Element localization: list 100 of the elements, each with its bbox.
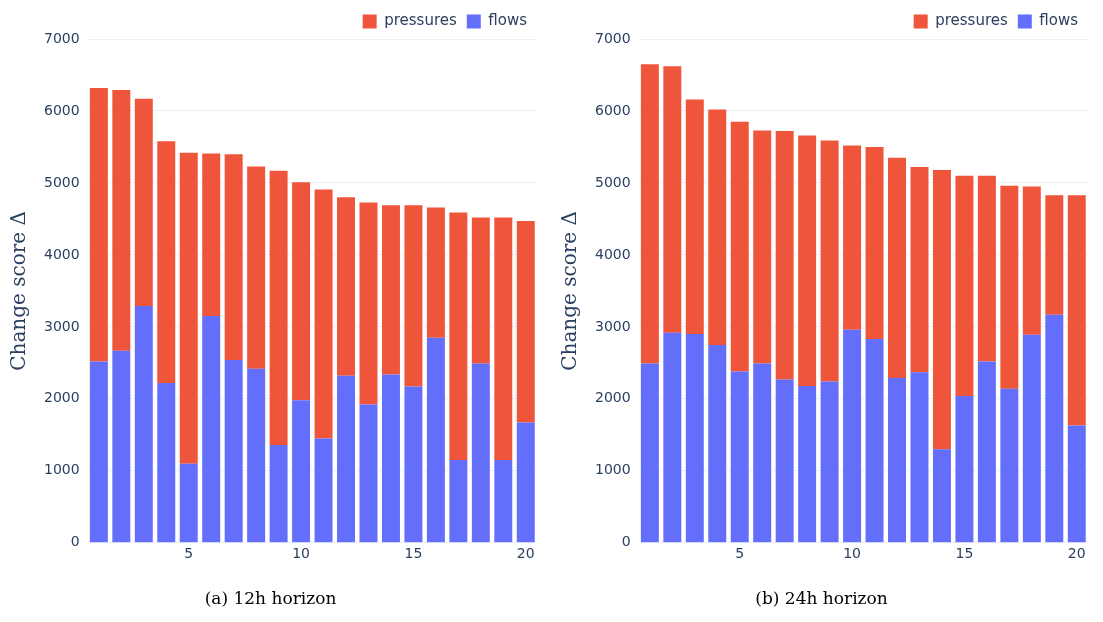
bar bbox=[269, 444, 288, 543]
y-tick-label: 4000 bbox=[43, 245, 80, 262]
bar bbox=[663, 66, 682, 333]
bar bbox=[337, 197, 356, 376]
y-tick-label: 5000 bbox=[43, 173, 80, 190]
y-tick-label: 6000 bbox=[594, 101, 631, 118]
bar bbox=[112, 350, 131, 543]
bar bbox=[269, 170, 288, 445]
bar bbox=[224, 359, 243, 543]
y-tick-label: 7000 bbox=[594, 29, 631, 46]
bar bbox=[404, 386, 423, 543]
bar bbox=[1045, 195, 1064, 315]
x-tick-label: 15 bbox=[955, 544, 974, 561]
bar bbox=[516, 221, 535, 423]
bar bbox=[134, 98, 153, 307]
bar bbox=[977, 175, 996, 362]
bar bbox=[426, 337, 445, 543]
bar bbox=[1067, 425, 1086, 543]
bar bbox=[1022, 186, 1041, 335]
bar bbox=[494, 460, 513, 543]
y-tick-label: 3000 bbox=[594, 317, 631, 334]
y-tick-label: 0 bbox=[70, 533, 80, 550]
bar bbox=[494, 217, 513, 461]
y-tick-label: 0 bbox=[621, 533, 631, 550]
bar bbox=[888, 377, 907, 543]
bar bbox=[89, 87, 108, 362]
y-axis-title: Change score Δ bbox=[557, 211, 582, 371]
bar bbox=[977, 361, 996, 543]
y-tick-label: 6000 bbox=[43, 101, 80, 118]
bar bbox=[247, 166, 266, 369]
bar bbox=[1045, 314, 1064, 543]
bar bbox=[157, 383, 176, 543]
bar bbox=[292, 400, 311, 543]
bar bbox=[775, 379, 794, 543]
bar bbox=[426, 207, 445, 338]
bar bbox=[1022, 334, 1041, 543]
y-axis-title: Change score Δ bbox=[6, 211, 31, 371]
bar bbox=[843, 329, 862, 543]
x-tick-label: 10 bbox=[292, 544, 310, 561]
x-tick-label: 5 bbox=[735, 544, 745, 561]
bar bbox=[932, 169, 951, 450]
bar bbox=[708, 109, 727, 345]
bar bbox=[640, 64, 659, 364]
bar bbox=[404, 205, 423, 387]
y-tick-label: 2000 bbox=[43, 389, 80, 406]
bar bbox=[1000, 388, 1019, 543]
x-tick-label: 15 bbox=[404, 544, 423, 561]
bar bbox=[1067, 195, 1086, 426]
y-tick-label: 3000 bbox=[43, 317, 80, 334]
bar bbox=[516, 422, 535, 543]
y-tick-label: 7000 bbox=[43, 29, 80, 46]
bar bbox=[640, 363, 659, 543]
bar bbox=[955, 175, 974, 396]
bar bbox=[798, 385, 817, 543]
bar bbox=[449, 460, 468, 543]
bar bbox=[932, 449, 951, 543]
bar bbox=[359, 404, 378, 543]
x-tick-label: 5 bbox=[184, 544, 194, 561]
bar bbox=[112, 90, 131, 351]
legend-label: flows bbox=[488, 11, 528, 30]
bar bbox=[381, 374, 400, 543]
bar bbox=[955, 395, 974, 543]
bar bbox=[89, 361, 108, 543]
bar bbox=[314, 189, 333, 439]
bar bbox=[775, 131, 794, 380]
y-tick-label: 5000 bbox=[594, 173, 631, 190]
bar bbox=[314, 438, 333, 543]
bar bbox=[134, 306, 153, 543]
bar bbox=[157, 141, 176, 384]
bar bbox=[471, 363, 490, 543]
x-tick-label: 20 bbox=[516, 544, 535, 561]
bar bbox=[843, 145, 862, 330]
bar bbox=[820, 140, 839, 382]
bar bbox=[449, 212, 468, 461]
x-tick-label: 20 bbox=[1067, 544, 1086, 561]
bar bbox=[685, 99, 704, 335]
y-tick-label: 1000 bbox=[43, 461, 80, 478]
bar bbox=[685, 334, 704, 543]
legend-label: pressures bbox=[935, 11, 1008, 30]
bar bbox=[910, 167, 929, 373]
bar bbox=[865, 339, 884, 543]
legend-label: pressures bbox=[384, 11, 457, 30]
text: (b) 24h horizon bbox=[755, 588, 888, 609]
bar bbox=[247, 368, 266, 543]
bar bbox=[1000, 185, 1019, 389]
bar bbox=[865, 146, 884, 340]
bar bbox=[471, 217, 490, 364]
bar bbox=[359, 202, 378, 405]
bar bbox=[292, 182, 311, 401]
bar bbox=[663, 332, 682, 543]
bar bbox=[202, 316, 221, 543]
bar bbox=[337, 375, 356, 543]
bar bbox=[910, 372, 929, 543]
bar bbox=[179, 152, 198, 464]
bar bbox=[798, 135, 817, 386]
bar bbox=[730, 121, 749, 372]
bar bbox=[381, 205, 400, 375]
bar bbox=[730, 371, 749, 543]
bar bbox=[224, 154, 243, 360]
bar bbox=[179, 463, 198, 543]
